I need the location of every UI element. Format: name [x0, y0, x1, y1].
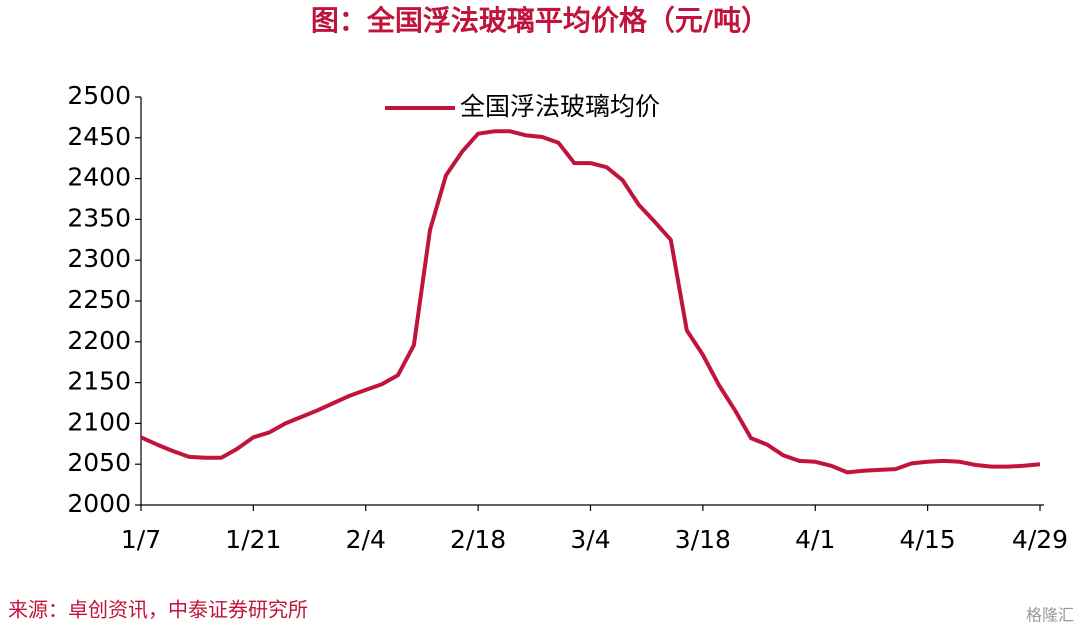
y-tick-label: 2050: [67, 448, 131, 477]
x-tick-label: 4/15: [900, 525, 956, 554]
x-tick-label: 1/21: [225, 525, 281, 554]
y-tick-label: 2100: [67, 407, 131, 436]
line-series: [140, 129, 1041, 475]
y-tick-label: 2150: [67, 367, 131, 396]
y-tick-label: 2000: [67, 489, 131, 518]
x-tick-label: 2/4: [346, 525, 386, 554]
chart-title: 图：全国浮法玻璃平均价格（元/吨）: [311, 4, 769, 37]
y-tick-label: 2300: [67, 244, 131, 273]
y-tick-label: 2400: [67, 163, 131, 192]
x-tick-label: 3/4: [570, 525, 610, 554]
y-tick-label: 2200: [67, 326, 131, 355]
x-tick-label: 4/1: [795, 525, 835, 554]
x-tick-label: 3/18: [675, 525, 731, 554]
x-tick-label: 2/18: [450, 525, 506, 554]
y-tick-label: 2450: [67, 122, 131, 151]
legend-label: 全国浮法玻璃均价: [460, 92, 660, 121]
y-tick-label: 2250: [67, 285, 131, 314]
x-tick-label: 4/29: [1012, 525, 1068, 554]
watermark: 格隆汇: [1026, 606, 1074, 625]
y-tick-label: 2500: [67, 81, 131, 110]
y-tick-label: 2350: [67, 203, 131, 232]
x-tick-label: 1/7: [121, 525, 161, 554]
source-note: 来源：卓创资讯，中泰证券研究所: [8, 598, 308, 622]
